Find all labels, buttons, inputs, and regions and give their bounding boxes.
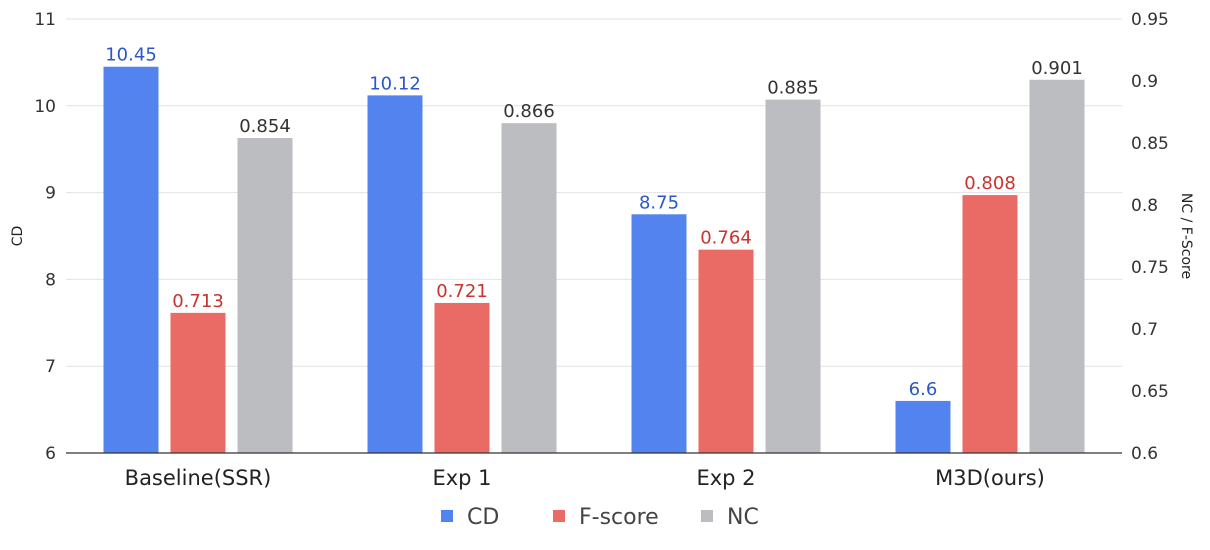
category-label: Exp 2: [696, 466, 755, 490]
data-label: 0.901: [1031, 58, 1083, 79]
right-tick-label: 0.7: [1131, 320, 1158, 340]
right-tick-label: 0.6: [1131, 444, 1158, 464]
category-label: Exp 1: [432, 466, 491, 490]
data-label: 0.721: [436, 281, 488, 302]
category-label: Baseline(SSR): [125, 466, 272, 490]
bar-cd: [103, 66, 159, 454]
left-axis-ticks: 6 7 8 9 10 11: [34, 10, 56, 464]
bars: [103, 66, 1085, 454]
right-tick-label: 0.9: [1131, 72, 1158, 92]
legend-item-cd: CD: [441, 505, 499, 530]
legend: CD F-score NC: [441, 505, 759, 530]
left-tick-label: 10: [34, 97, 56, 117]
legend-item-f-score: F-score: [553, 505, 659, 530]
legend-label: F-score: [579, 505, 659, 530]
data-label: 10.45: [105, 45, 157, 66]
data-label: 6.6: [909, 379, 938, 400]
right-tick-label: 0.85: [1131, 134, 1169, 154]
left-tick-label: 8: [45, 270, 56, 290]
data-label: 0.885: [767, 78, 819, 99]
bar-cd: [895, 400, 951, 453]
category-label: M3D(ours): [935, 466, 1045, 490]
left-tick-label: 9: [45, 184, 56, 204]
legend-swatch: [441, 510, 453, 522]
bar-cd: [631, 214, 687, 453]
bar-cd: [367, 95, 423, 453]
bar-nc: [765, 99, 821, 453]
right-axis-title: NC / F-Score: [1178, 193, 1194, 279]
legend-label: NC: [727, 505, 759, 530]
data-label: 0.713: [172, 291, 224, 312]
legend-swatch: [553, 510, 565, 522]
data-label: 0.764: [700, 228, 752, 249]
bar-f-score: [698, 249, 754, 453]
right-tick-label: 0.75: [1131, 258, 1169, 278]
data-label: 8.75: [639, 192, 679, 213]
left-tick-label: 6: [45, 444, 56, 464]
data-label: 0.854: [239, 116, 291, 137]
category-labels: Baseline(SSR) Exp 1 Exp 2 M3D(ours): [125, 466, 1045, 490]
right-tick-label: 0.8: [1131, 196, 1158, 216]
left-tick-label: 7: [45, 357, 56, 377]
data-label: 0.866: [503, 101, 555, 122]
bar-f-score: [170, 312, 226, 453]
legend-label: CD: [467, 505, 499, 530]
legend-swatch: [701, 510, 713, 522]
bar-f-score: [962, 195, 1018, 453]
data-labels: 10.45 0.713 0.854 10.12 0.721 0.866 8.75 0.764 0…: [105, 45, 1083, 400]
legend-item-nc: NC: [701, 505, 759, 530]
right-tick-label: 0.65: [1131, 382, 1169, 402]
bar-nc: [237, 138, 293, 454]
data-label: 10.12: [369, 73, 421, 94]
right-axis-ticks: 0.6 0.65 0.7 0.75 0.8 0.85 0.9 0.95: [1131, 10, 1169, 464]
bar-nc: [1029, 79, 1085, 453]
right-tick-label: 0.95: [1131, 10, 1169, 30]
left-tick-label: 11: [34, 10, 56, 30]
bar-nc: [501, 123, 557, 453]
data-label: 0.808: [964, 173, 1016, 194]
bar-f-score: [434, 302, 490, 453]
left-axis-title: CD: [10, 226, 26, 247]
